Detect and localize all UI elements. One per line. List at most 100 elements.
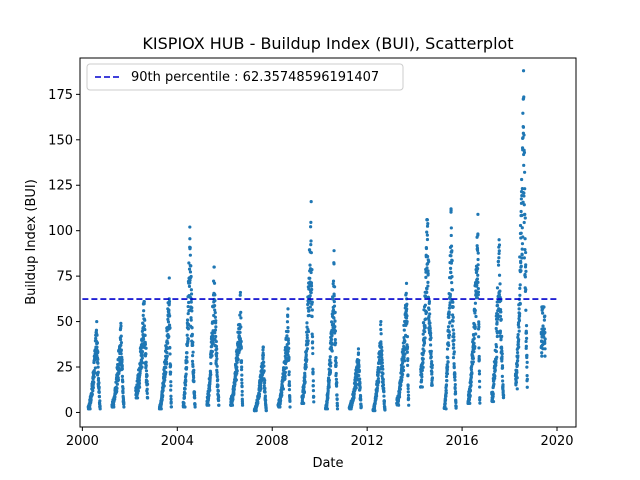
data-point <box>380 358 384 362</box>
data-point <box>330 342 334 346</box>
data-point <box>517 318 522 323</box>
data-point <box>523 248 527 252</box>
data-point <box>403 339 407 343</box>
data-point <box>425 266 429 270</box>
data-point <box>477 354 481 359</box>
data-point <box>287 355 291 359</box>
data-point <box>304 353 308 357</box>
data-point <box>427 259 431 264</box>
data-point <box>262 369 266 373</box>
data-point <box>333 341 338 345</box>
data-point <box>520 226 524 230</box>
data-point <box>447 315 451 319</box>
data-point <box>214 334 218 339</box>
data-point <box>447 310 451 314</box>
data-point <box>95 345 99 349</box>
data-point <box>145 387 149 391</box>
data-point <box>452 338 456 342</box>
data-point <box>521 235 525 239</box>
data-point <box>498 314 503 318</box>
data-point <box>522 220 526 225</box>
data-point <box>495 286 500 290</box>
data-point <box>240 393 244 397</box>
data-point <box>379 342 383 346</box>
data-point <box>167 276 171 280</box>
data-point <box>92 380 96 384</box>
data-point <box>476 257 480 262</box>
data-point <box>524 331 529 335</box>
data-point <box>471 360 475 364</box>
data-point <box>144 352 148 356</box>
data-point <box>187 284 192 288</box>
data-point <box>420 372 424 376</box>
data-point <box>518 283 522 287</box>
data-point <box>497 252 501 256</box>
data-point <box>499 310 503 314</box>
data-point <box>334 371 338 376</box>
data-point <box>310 300 314 304</box>
data-point <box>192 376 196 380</box>
data-point <box>163 378 167 382</box>
data-point <box>450 281 454 285</box>
data-point <box>443 397 448 402</box>
data-point <box>472 336 476 341</box>
data-point <box>426 222 430 226</box>
data-point <box>326 389 330 393</box>
data-point <box>476 273 480 277</box>
data-point <box>397 403 401 407</box>
data-point <box>98 407 102 411</box>
data-point <box>188 253 192 257</box>
data-point <box>329 337 334 342</box>
data-point <box>96 350 100 354</box>
data-point <box>309 225 313 229</box>
data-point <box>524 308 528 312</box>
data-point <box>477 379 482 383</box>
data-point <box>310 287 314 292</box>
data-point <box>309 251 313 255</box>
data-point <box>356 351 361 355</box>
data-point <box>405 320 409 324</box>
data-point <box>305 333 309 337</box>
data-point <box>475 283 479 287</box>
data-point <box>216 383 220 387</box>
data-point <box>261 345 265 349</box>
data-point <box>422 321 426 325</box>
data-point <box>217 395 221 399</box>
data-point <box>420 385 424 389</box>
data-point <box>472 350 476 354</box>
data-point <box>445 347 450 351</box>
data-point <box>525 365 529 369</box>
data-point <box>232 387 236 391</box>
data-point <box>119 321 123 325</box>
data-point <box>333 310 337 314</box>
data-point <box>523 237 527 241</box>
data-point <box>452 362 456 366</box>
data-point <box>473 308 477 313</box>
data-point <box>263 390 267 394</box>
data-point <box>302 390 307 394</box>
data-point <box>405 350 409 354</box>
data-point <box>497 243 502 247</box>
plot-background <box>80 58 576 427</box>
data-point <box>497 273 502 277</box>
data-point <box>448 303 452 307</box>
data-point <box>399 383 403 387</box>
data-point <box>540 351 544 355</box>
data-point <box>278 405 282 409</box>
data-point <box>523 275 527 279</box>
data-point <box>356 347 361 351</box>
data-point <box>494 349 498 354</box>
data-point <box>543 354 547 358</box>
data-point <box>515 370 519 375</box>
data-point <box>477 358 481 362</box>
data-point <box>470 371 474 376</box>
data-point <box>402 355 406 359</box>
data-point <box>448 301 452 305</box>
data-point <box>95 333 99 337</box>
data-point <box>145 391 149 395</box>
data-point <box>240 389 244 394</box>
data-point <box>517 329 521 333</box>
data-point <box>308 305 312 309</box>
data-point <box>311 389 316 393</box>
data-point <box>213 331 217 335</box>
